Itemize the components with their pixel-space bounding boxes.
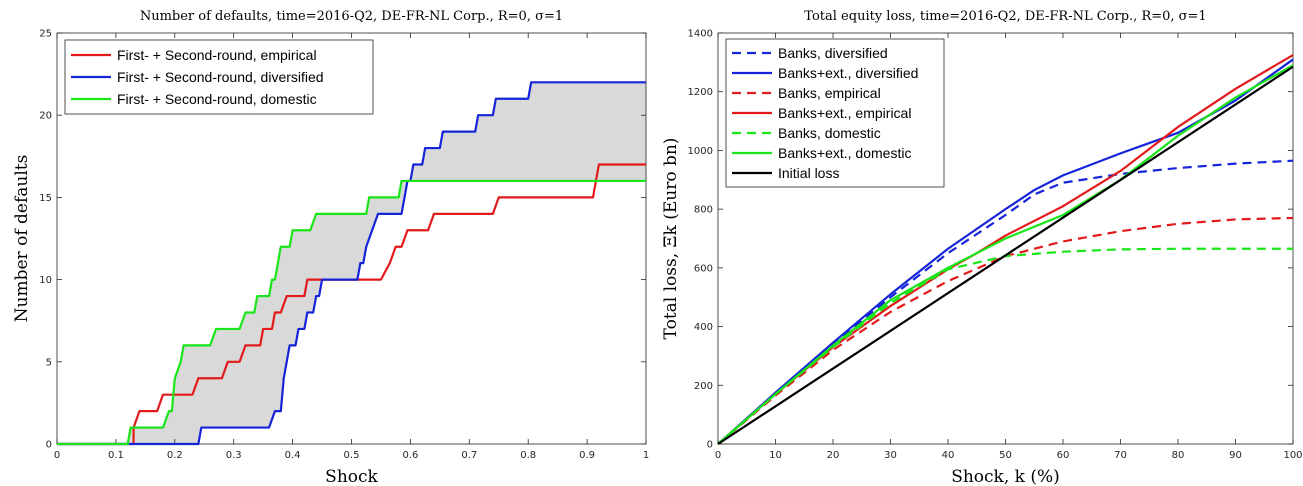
y-tick-label-1-6: 1200 (688, 87, 713, 98)
x-tick-label-0-5: 0.5 (344, 450, 360, 461)
y-axis-label-0: Number of defaults (12, 155, 32, 323)
x-tick-label-0-7: 0.7 (461, 450, 477, 461)
y-tick-label-0-4: 20 (39, 111, 52, 122)
series-line-0-1 (57, 81, 646, 446)
x-tick-label-1-0: 0 (715, 450, 721, 461)
x-tick-label-0-10: 1 (643, 450, 649, 461)
legend-label-0-1: First- + Second-round, diversified (117, 69, 324, 85)
x-tick-label-0-9: 0.9 (579, 450, 595, 461)
chart-title-0: Number of defaults, time=2016-Q2, DE-FR-… (140, 9, 563, 24)
y-tick-label-1-3: 600 (694, 263, 713, 274)
y-tick-label-0-0: 0 (46, 440, 52, 451)
x-tick-label-1-6: 60 (1057, 450, 1070, 461)
x-tick-label-0-6: 0.6 (402, 450, 418, 461)
series-line-0-2 (57, 179, 646, 446)
y-tick-label-0-3: 15 (39, 193, 52, 204)
y-tick-label-1-0: 0 (707, 440, 713, 451)
legend-label-1-0: Banks, diversified (778, 45, 888, 61)
series-line-1-0 (717, 159, 1294, 445)
x-tick-label-1-3: 30 (884, 450, 897, 461)
legend-label-1-4: Banks, domestic (778, 125, 881, 141)
legend-label-1-5: Banks+ext., domestic (778, 145, 911, 161)
x-tick-label-1-8: 80 (1172, 450, 1185, 461)
y-tick-label-0-1: 5 (46, 357, 52, 368)
legend-label-1-1: Banks+ext., diversified (778, 65, 918, 81)
legend-label-0-0: First- + Second-round, empirical (117, 47, 317, 63)
legend-label-1-3: Banks+ext., empirical (778, 105, 911, 121)
series-line-1-4 (717, 247, 1293, 445)
chart-title-1: Total equity loss, time=2016-Q2, DE-FR-N… (804, 9, 1206, 24)
x-tick-label-0-2: 0.2 (167, 450, 183, 461)
x-tick-label-1-10: 100 (1283, 450, 1302, 461)
x-tick-label-1-9: 90 (1229, 450, 1242, 461)
x-axis-label-0: Shock (325, 467, 378, 486)
x-tick-label-0-8: 0.8 (520, 450, 536, 461)
y-tick-label-1-4: 800 (694, 205, 713, 216)
y-tick-label-1-7: 1400 (688, 29, 713, 40)
x-tick-label-1-4: 40 (942, 450, 955, 461)
legend-label-1-2: Banks, empirical (778, 85, 881, 101)
y-tick-label-1-2: 400 (694, 322, 713, 333)
series-line-0-0 (57, 163, 646, 446)
legend-box-0 (64, 39, 374, 115)
x-tick-label-0-4: 0.4 (285, 450, 301, 461)
legend-label-0-2: First- + Second-round, domestic (117, 91, 317, 107)
x-tick-label-1-2: 20 (827, 450, 840, 461)
x-tick-label-0-0: 0 (54, 450, 60, 461)
x-axis-label-1: Shock, k (%) (951, 467, 1060, 486)
shaded-band-0 (57, 82, 646, 444)
series-line-1-2 (717, 216, 1294, 445)
series-line-1-6 (717, 65, 1294, 445)
y-tick-label-0-5: 25 (39, 29, 52, 40)
y-tick-label-1-1: 200 (694, 381, 713, 392)
series-line-1-1 (717, 58, 1294, 445)
x-tick-label-0-3: 0.3 (226, 450, 242, 461)
x-tick-label-1-7: 70 (1114, 450, 1127, 461)
x-tick-label-0-1: 0.1 (108, 450, 124, 461)
y-axis-label-1: Total loss, Ξk (Euro bn) (661, 138, 681, 340)
y-tick-label-0-2: 10 (39, 275, 52, 286)
x-tick-label-1-5: 50 (999, 450, 1012, 461)
legend-label-1-6: Initial loss (778, 165, 839, 181)
x-tick-label-1-1: 10 (769, 450, 782, 461)
y-tick-label-1-5: 1000 (688, 146, 713, 157)
series-line-1-5 (717, 64, 1294, 445)
